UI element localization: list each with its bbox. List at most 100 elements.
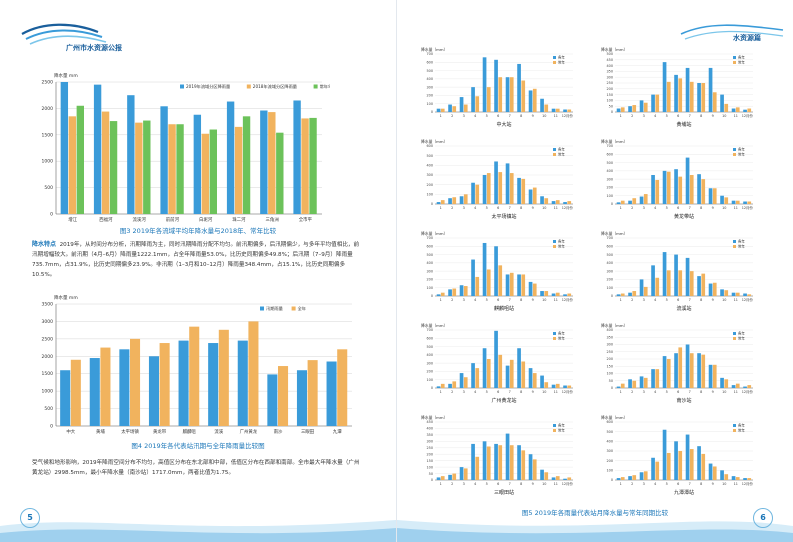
x-tick-label: 8 bbox=[520, 390, 522, 394]
bar bbox=[743, 386, 747, 388]
x-tick-label: 4 bbox=[654, 206, 656, 210]
bar bbox=[697, 353, 701, 388]
x-tick-label: 10 bbox=[722, 390, 726, 394]
bar bbox=[555, 292, 560, 296]
x-tick-label: 11 bbox=[734, 482, 738, 486]
bar bbox=[459, 467, 464, 480]
legend-label: 常年 bbox=[558, 428, 565, 433]
bar bbox=[494, 443, 498, 480]
bar bbox=[498, 172, 503, 204]
legend-swatch bbox=[553, 153, 556, 156]
legend-swatch bbox=[553, 56, 556, 59]
y-tick-label: 350 bbox=[427, 433, 433, 437]
paragraph-text: 2019年，从时间分布分析，汛期降雨为主，同时汛期降雨分配不均匀。前汛期偏多，后… bbox=[32, 242, 360, 278]
bar bbox=[643, 471, 648, 480]
x-tick-label: 2 bbox=[451, 390, 453, 394]
bar bbox=[666, 171, 671, 204]
x-tick-label: 11 bbox=[734, 298, 738, 302]
x-tick-label: 10 bbox=[722, 114, 726, 118]
station-name: 广州黄龙站 bbox=[491, 397, 516, 404]
bar bbox=[209, 129, 217, 214]
x-tick-label: 8 bbox=[700, 390, 702, 394]
y-tick-label: 2000 bbox=[42, 106, 54, 112]
x-tick-label: 7 bbox=[509, 298, 511, 302]
y-tick-label: 450 bbox=[607, 58, 613, 62]
x-tick-label: 2 bbox=[631, 206, 633, 210]
legend-swatch bbox=[733, 429, 736, 432]
station-name: 中大站 bbox=[496, 121, 511, 128]
bar bbox=[724, 103, 729, 112]
bar bbox=[109, 121, 118, 214]
bar bbox=[459, 97, 464, 112]
bar bbox=[662, 356, 667, 388]
x-tick-label: 5 bbox=[486, 206, 488, 210]
bar bbox=[701, 179, 706, 204]
fig5-caption: 图5 2019年各雨量代表站月降水量与常年同期比较 bbox=[521, 509, 669, 517]
page-number-right: 6 bbox=[753, 508, 773, 528]
bar bbox=[551, 201, 556, 204]
bar bbox=[528, 189, 533, 204]
bar bbox=[632, 198, 637, 204]
y-tick-label: 200 bbox=[607, 278, 613, 282]
bar bbox=[689, 271, 694, 296]
bar bbox=[448, 198, 452, 204]
bar bbox=[532, 283, 537, 296]
x-tick-label: 2 bbox=[451, 206, 453, 210]
bar bbox=[528, 454, 533, 480]
bar bbox=[436, 202, 441, 204]
legend-label: 全年 bbox=[298, 305, 306, 312]
bar bbox=[712, 282, 717, 296]
y-tick-label: 300 bbox=[427, 269, 433, 273]
bar bbox=[76, 105, 84, 214]
x-tick-label: 7 bbox=[689, 206, 691, 210]
x-tick-label: 黄龙带 bbox=[153, 428, 167, 435]
bar bbox=[459, 373, 464, 388]
bar bbox=[475, 96, 480, 112]
legend-label: 各年 bbox=[738, 331, 745, 336]
y-tick-label: 100 bbox=[607, 469, 613, 473]
y-tick-label: 500 bbox=[427, 69, 433, 73]
x-tick-label: 全市平 bbox=[299, 216, 313, 223]
y-tick-label: 2500 bbox=[42, 80, 54, 86]
bar bbox=[267, 374, 278, 426]
bar bbox=[747, 478, 752, 480]
bar bbox=[689, 81, 694, 112]
bar bbox=[448, 474, 452, 480]
legend-label: 各年 bbox=[738, 55, 745, 60]
bar bbox=[248, 321, 259, 426]
y-tick-label: 100 bbox=[607, 194, 613, 198]
y-tick-label: 0 bbox=[431, 478, 433, 482]
y-tick-label: 600 bbox=[607, 244, 613, 248]
bar bbox=[655, 369, 660, 388]
y-tick-label: 400 bbox=[427, 77, 433, 81]
bar bbox=[160, 106, 168, 214]
bar bbox=[689, 353, 694, 388]
y-tick-label: 300 bbox=[607, 75, 613, 79]
y-tick-label: 250 bbox=[607, 350, 613, 354]
wave-logo-icon bbox=[21, 23, 107, 45]
bar bbox=[747, 294, 752, 296]
x-tick-label: 9 bbox=[532, 206, 534, 210]
bar bbox=[720, 470, 724, 480]
bar bbox=[555, 108, 560, 112]
y-tick-label: 0 bbox=[50, 212, 53, 218]
bar bbox=[628, 292, 632, 296]
bar bbox=[475, 276, 480, 296]
bar bbox=[708, 67, 713, 112]
y-axis-label: 降水量（mm） bbox=[601, 139, 627, 144]
bar bbox=[551, 108, 556, 112]
bar bbox=[486, 359, 491, 388]
x-tick-label: 8 bbox=[700, 114, 702, 118]
y-tick-label: 100 bbox=[427, 102, 433, 106]
y-tick-label: 1000 bbox=[42, 159, 54, 165]
x-tick-label: 6 bbox=[497, 206, 499, 210]
bar bbox=[189, 326, 200, 426]
legend-swatch bbox=[291, 306, 296, 311]
y-tick-label: 2000 bbox=[42, 354, 54, 360]
x-tick-label: 8 bbox=[520, 206, 522, 210]
report-title: 广州市水资源公报 bbox=[66, 44, 122, 52]
bar bbox=[720, 289, 724, 296]
x-tick-label: 10 bbox=[542, 482, 546, 486]
y-axis-label: 降水量（mm） bbox=[601, 415, 627, 420]
x-tick-label: 10 bbox=[542, 390, 546, 394]
